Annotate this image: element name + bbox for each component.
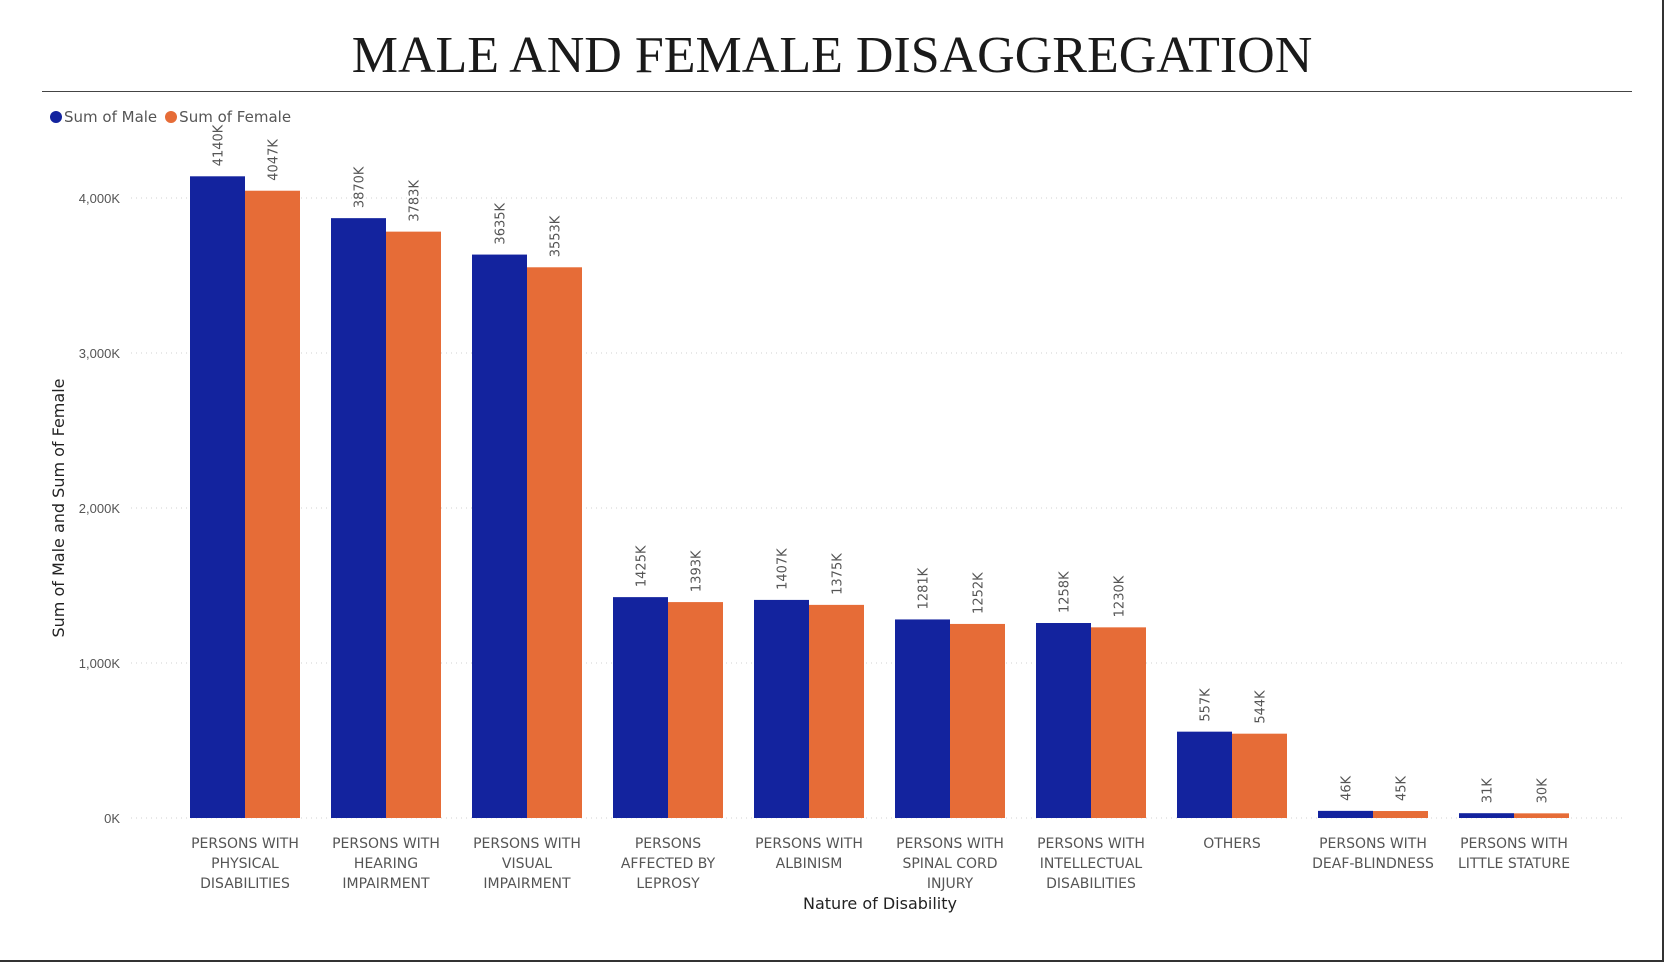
y-tick-label: 3,000K [79, 346, 121, 361]
x-tick-label: AFFECTED BY [621, 856, 716, 872]
bar-male [895, 619, 950, 818]
x-tick-label: PERSONS WITH [1319, 836, 1427, 852]
data-label: 3783K [408, 180, 423, 222]
x-tick-label: SPINAL CORD [902, 856, 997, 872]
y-tick-label: 1,000K [79, 656, 121, 671]
bar-male [190, 176, 245, 819]
x-tick-label: PERSONS WITH [191, 836, 299, 852]
legend-item-male[interactable]: Sum of Male [50, 108, 157, 126]
legend-dot-female [165, 111, 178, 123]
legend-dot-male [50, 111, 62, 123]
x-tick-label: PERSONS WITH [896, 836, 1004, 852]
bar-male [613, 597, 668, 818]
chart-title: MALE AND FEMALE DISAGGREGATION [351, 27, 1313, 84]
bar-male [1036, 623, 1091, 818]
bar-female [950, 623, 1005, 818]
x-tick-label: PERSONS WITH [473, 836, 581, 852]
y-axis-title: Sum of Male and Sum of Female [49, 379, 68, 638]
x-tick-label: DEAF-BLINDNESS [1312, 856, 1434, 872]
x-tick-label: PERSONS WITH [1037, 836, 1145, 852]
x-tick-label: PERSONS WITH [1460, 836, 1568, 852]
bar-female [1373, 811, 1428, 818]
x-axis-title: Nature of Disability [803, 894, 957, 913]
bar-female [386, 231, 441, 818]
bar-female [1232, 733, 1287, 818]
data-label: 1425K [635, 545, 650, 587]
data-label: 31K [1481, 778, 1496, 804]
x-tick-label: DISABILITIES [200, 876, 290, 892]
data-label: 30K [1536, 778, 1551, 804]
data-label: 3635K [494, 202, 509, 244]
data-label: 4140K [212, 124, 227, 166]
bar-male [472, 254, 527, 818]
bar-female [1091, 627, 1146, 818]
data-label: 544K [1254, 690, 1269, 724]
data-label: 1252K [972, 572, 987, 614]
legend: Sum of Male Sum of Female [50, 108, 291, 126]
legend-label-female: Sum of Female [179, 108, 292, 126]
data-label: 1407K [776, 548, 791, 590]
x-tick-label: DISABILITIES [1046, 876, 1136, 892]
bar-male [754, 599, 809, 818]
x-tick-label: PERSONS WITH [755, 836, 863, 852]
bar-female [1514, 813, 1569, 818]
y-tick-label: 2,000K [79, 501, 121, 516]
bar-male [1459, 813, 1514, 818]
data-label: 3553K [549, 215, 564, 257]
data-label: 45K [1395, 775, 1410, 801]
x-tick-label: INJURY [927, 876, 974, 892]
bar-female [527, 267, 582, 818]
y-tick-label: 4,000K [79, 191, 121, 206]
bar-female [245, 190, 300, 819]
x-tick-label: PHYSICAL [211, 856, 279, 872]
title-divider [42, 91, 1632, 92]
data-label: 1375K [831, 553, 846, 595]
x-tick-label: IMPAIRMENT [483, 876, 571, 892]
bar-male [331, 218, 386, 818]
legend-label-male: Sum of Male [64, 108, 158, 126]
x-tick-label: LITTLE STATURE [1458, 856, 1570, 872]
legend-item-female[interactable]: Sum of Female [165, 108, 291, 126]
y-tick-label: 0K [104, 811, 120, 826]
x-tick-label: ALBINISM [776, 856, 843, 872]
bar-male [1177, 731, 1232, 818]
data-label: 1281K [917, 567, 932, 609]
x-tick-label: PERSONS WITH [332, 836, 440, 852]
bar-male [1318, 810, 1373, 818]
data-label: 1230K [1113, 575, 1128, 617]
data-label: 557K [1199, 688, 1214, 722]
bar-female [668, 602, 723, 818]
data-label: 46K [1340, 775, 1355, 801]
data-label: 1393K [690, 550, 705, 592]
x-tick-label: IMPAIRMENT [342, 876, 430, 892]
x-tick-label: VISUAL [502, 856, 552, 872]
data-label: 1258K [1058, 571, 1073, 613]
data-label: 4047K [267, 139, 282, 181]
x-tick-label: INTELLECTUAL [1040, 856, 1143, 872]
x-tick-label: PERSONS [635, 836, 701, 852]
x-tick-label: OTHERS [1203, 836, 1261, 852]
x-tick-label: HEARING [354, 856, 418, 872]
bar-female [809, 604, 864, 818]
data-label: 3870K [353, 166, 368, 208]
x-tick-label: LEPROSY [636, 876, 700, 892]
